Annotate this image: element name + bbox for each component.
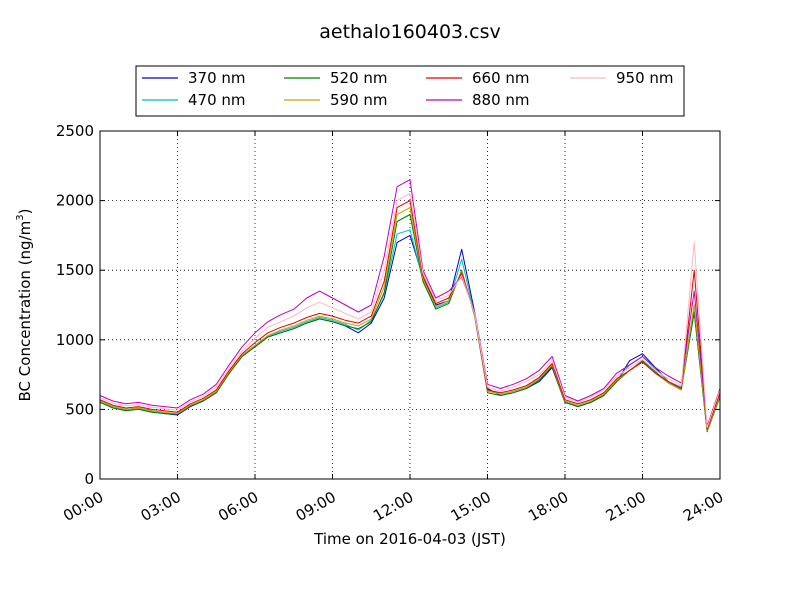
series-line-950-nm xyxy=(99,193,721,428)
legend-box xyxy=(135,65,685,117)
legend-label: 470 nm xyxy=(188,91,246,109)
plot-area xyxy=(100,131,720,479)
y-axis-label-close: ) xyxy=(16,209,34,215)
legend-entries: 370 nm 470 nm 520 nm 590 nm 660 nm 880 nm 950 … xyxy=(142,69,674,109)
legend-label: 590 nm xyxy=(330,91,388,109)
legend-label: 880 nm xyxy=(472,91,530,109)
y-tick-label: 500 xyxy=(65,400,94,418)
legend: 370 nm 470 nm 520 nm 590 nm 660 nm 880 nm 950 … xyxy=(135,65,685,117)
y-tick-label: 1000 xyxy=(56,331,94,349)
y-axis-label-superscript: 3 xyxy=(15,214,26,220)
chart-title: aethalo160403.csv xyxy=(319,21,501,43)
grid xyxy=(100,131,720,479)
legend-label: 370 nm xyxy=(188,69,246,87)
series-line-880-nm xyxy=(99,179,721,427)
series-line-660-nm xyxy=(99,200,721,430)
y-axis: 0 500 1000 1500 2000 2500 xyxy=(56,122,720,488)
series-line-590-nm xyxy=(99,207,721,431)
series-lines xyxy=(99,179,721,433)
y-tick-label: 2000 xyxy=(56,192,94,210)
y-axis-label-main: BC Concentration (ng/m xyxy=(16,221,34,402)
series-line-520-nm xyxy=(99,214,721,433)
y-tick-label: 2500 xyxy=(56,122,94,140)
y-tick-label: 1500 xyxy=(56,261,94,279)
y-tick-label: 0 xyxy=(84,470,94,488)
x-axis-label: Time on 2016-04-03 (JST) xyxy=(313,530,506,548)
legend-label: 660 nm xyxy=(472,69,530,87)
legend-label: 520 nm xyxy=(330,69,388,87)
y-axis-label: BC Concentration (ng/m3) xyxy=(15,209,34,402)
legend-label: 950 nm xyxy=(616,69,674,87)
